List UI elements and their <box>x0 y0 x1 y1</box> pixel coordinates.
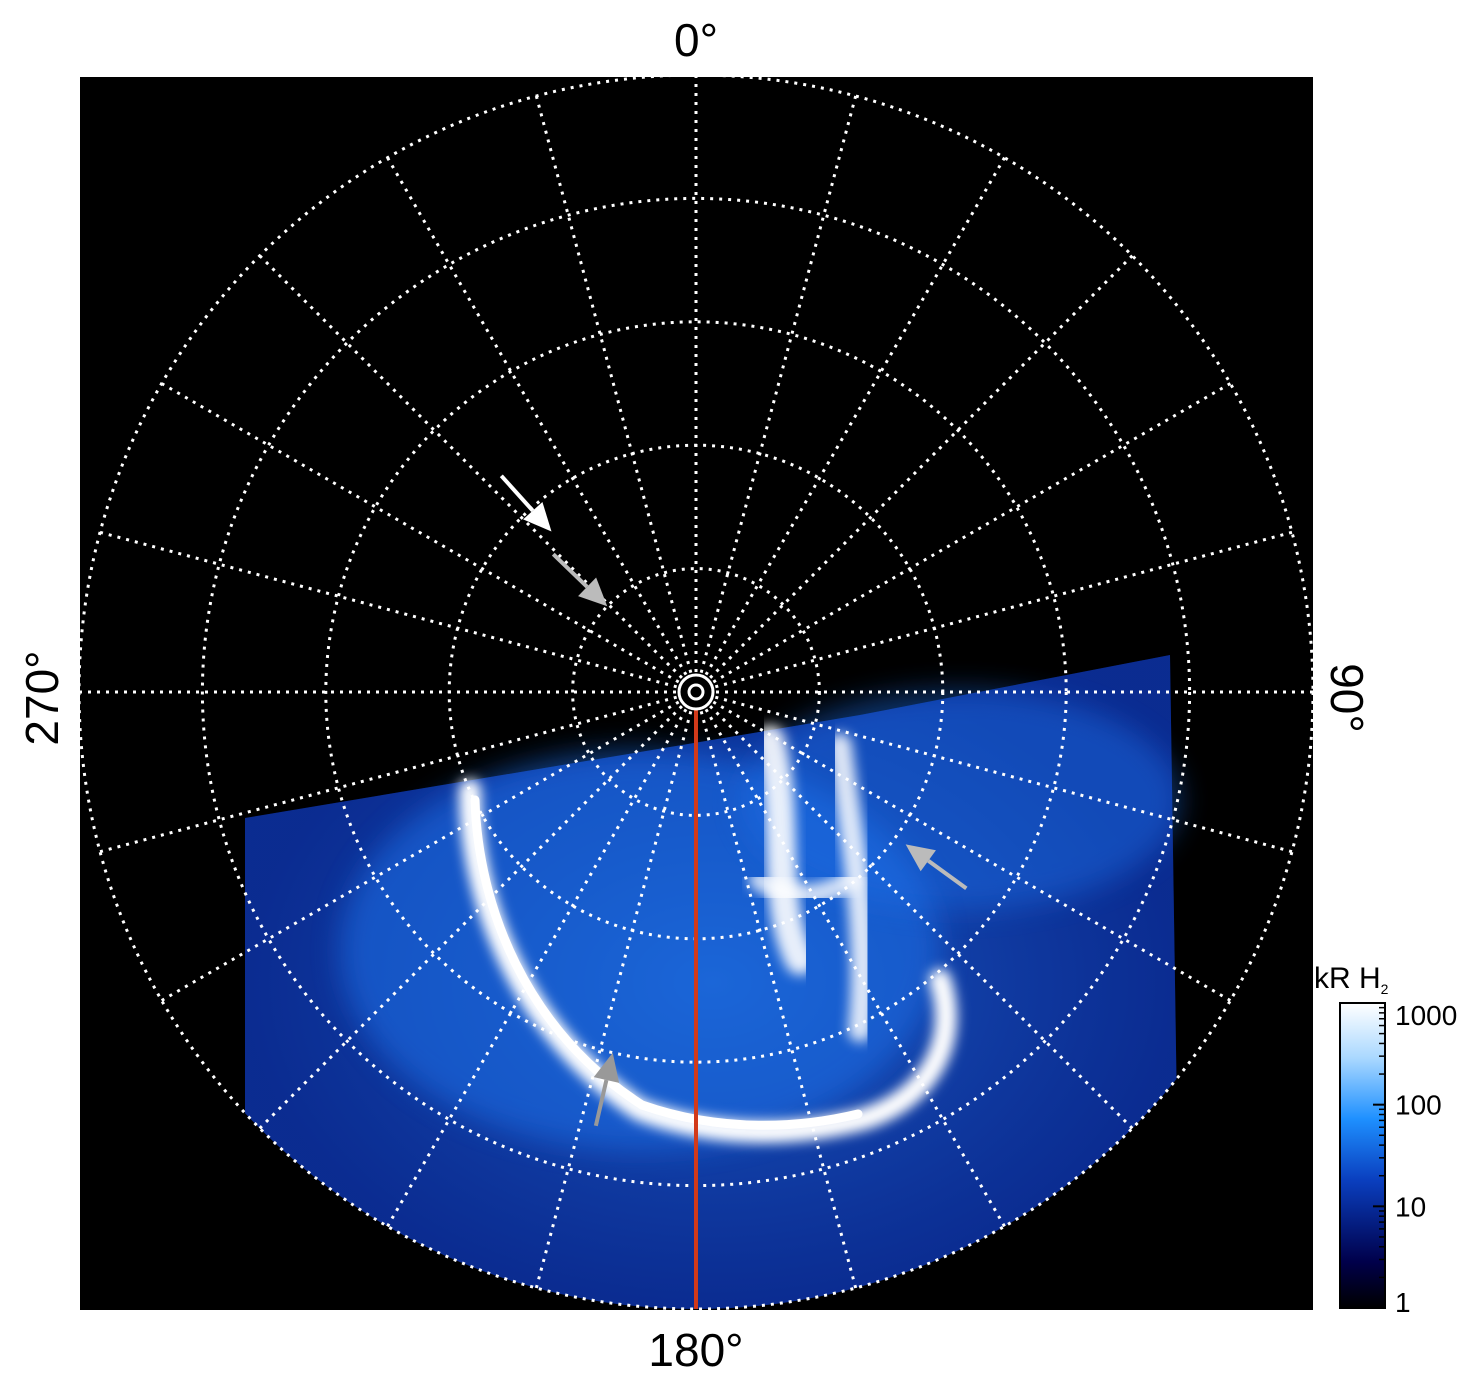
auroral-emission-image <box>245 655 1180 1309</box>
grid-meridian-135 <box>709 705 1134 1130</box>
polar-grid <box>80 77 1313 1310</box>
grid-meridian-60 <box>712 382 1232 684</box>
colorbar-tick-label: 1 <box>1395 1287 1411 1318</box>
colorbar-gradient <box>1339 1002 1386 1309</box>
annotation-arrows <box>499 474 968 1127</box>
colorbar-title-main: kR H <box>1314 962 1381 995</box>
angle-label-90: 90° <box>1321 663 1373 733</box>
colorbar-tick-label: 1000 <box>1395 1000 1457 1031</box>
grid-meridian-210 <box>386 708 688 1228</box>
grid-meridian-105 <box>714 695 1293 854</box>
colorbar-title-sub: 2 <box>1381 981 1389 997</box>
annotation-arrow-shaft <box>499 474 535 513</box>
grid-meridian-300 <box>160 382 680 684</box>
dusk-diffuse-emission <box>740 690 1180 910</box>
colorbar-tick-label: 10 <box>1395 1191 1426 1222</box>
annotation-arrow-shaft <box>927 859 968 891</box>
annotation-arrow-shaft <box>593 1079 609 1127</box>
grid-meridian-30 <box>704 156 1006 676</box>
grid-meridian-315 <box>258 254 683 679</box>
grid-meridian-225 <box>258 705 683 1130</box>
grid-meridian-255 <box>99 695 678 854</box>
annotation-arrow-2 <box>551 552 608 607</box>
grid-meridian-330 <box>386 156 688 676</box>
colorbar-tick-label: 100 <box>1395 1090 1442 1121</box>
annotation-arrow-head <box>593 1052 620 1083</box>
annotation-arrow-4 <box>593 1052 620 1127</box>
colorbar: kR H2 1 10 100 1000 <box>1314 962 1457 1318</box>
grid-meridian-150 <box>704 708 1006 1228</box>
annotation-arrow-shaft <box>551 552 589 589</box>
grid-meridian-285 <box>99 530 678 689</box>
grid-meridian-45 <box>709 254 1134 679</box>
annotation-arrow-head <box>578 577 608 607</box>
grid-meridian-195 <box>534 710 693 1289</box>
grid-meridian-120 <box>712 700 1232 1002</box>
annotation-arrow-head <box>523 502 552 532</box>
grid-meridian-240 <box>160 700 680 1002</box>
angle-label-0: 0° <box>674 14 718 66</box>
annotation-arrow-1 <box>499 474 552 532</box>
angle-label-270: 270° <box>16 650 68 745</box>
colorbar-ticks: 1 10 100 1000 <box>1373 1000 1457 1318</box>
grid-meridian-75 <box>714 530 1293 689</box>
grid-meridian-345 <box>534 95 693 674</box>
annotation-arrow-3 <box>905 844 968 891</box>
polar-emission-streak-3 <box>749 869 861 906</box>
grid-parallel-3 <box>324 320 1068 1064</box>
pole-marker <box>677 673 715 711</box>
grid-meridian-165 <box>699 710 858 1289</box>
angle-label-180: 180° <box>648 1324 743 1376</box>
main-auroral-oval-core <box>470 795 863 1130</box>
grid-parallel-1 <box>571 567 821 817</box>
annotation-arrow-head <box>905 844 936 872</box>
grid-meridian-15 <box>699 95 858 674</box>
colorbar-title: kR H2 <box>1314 962 1389 997</box>
